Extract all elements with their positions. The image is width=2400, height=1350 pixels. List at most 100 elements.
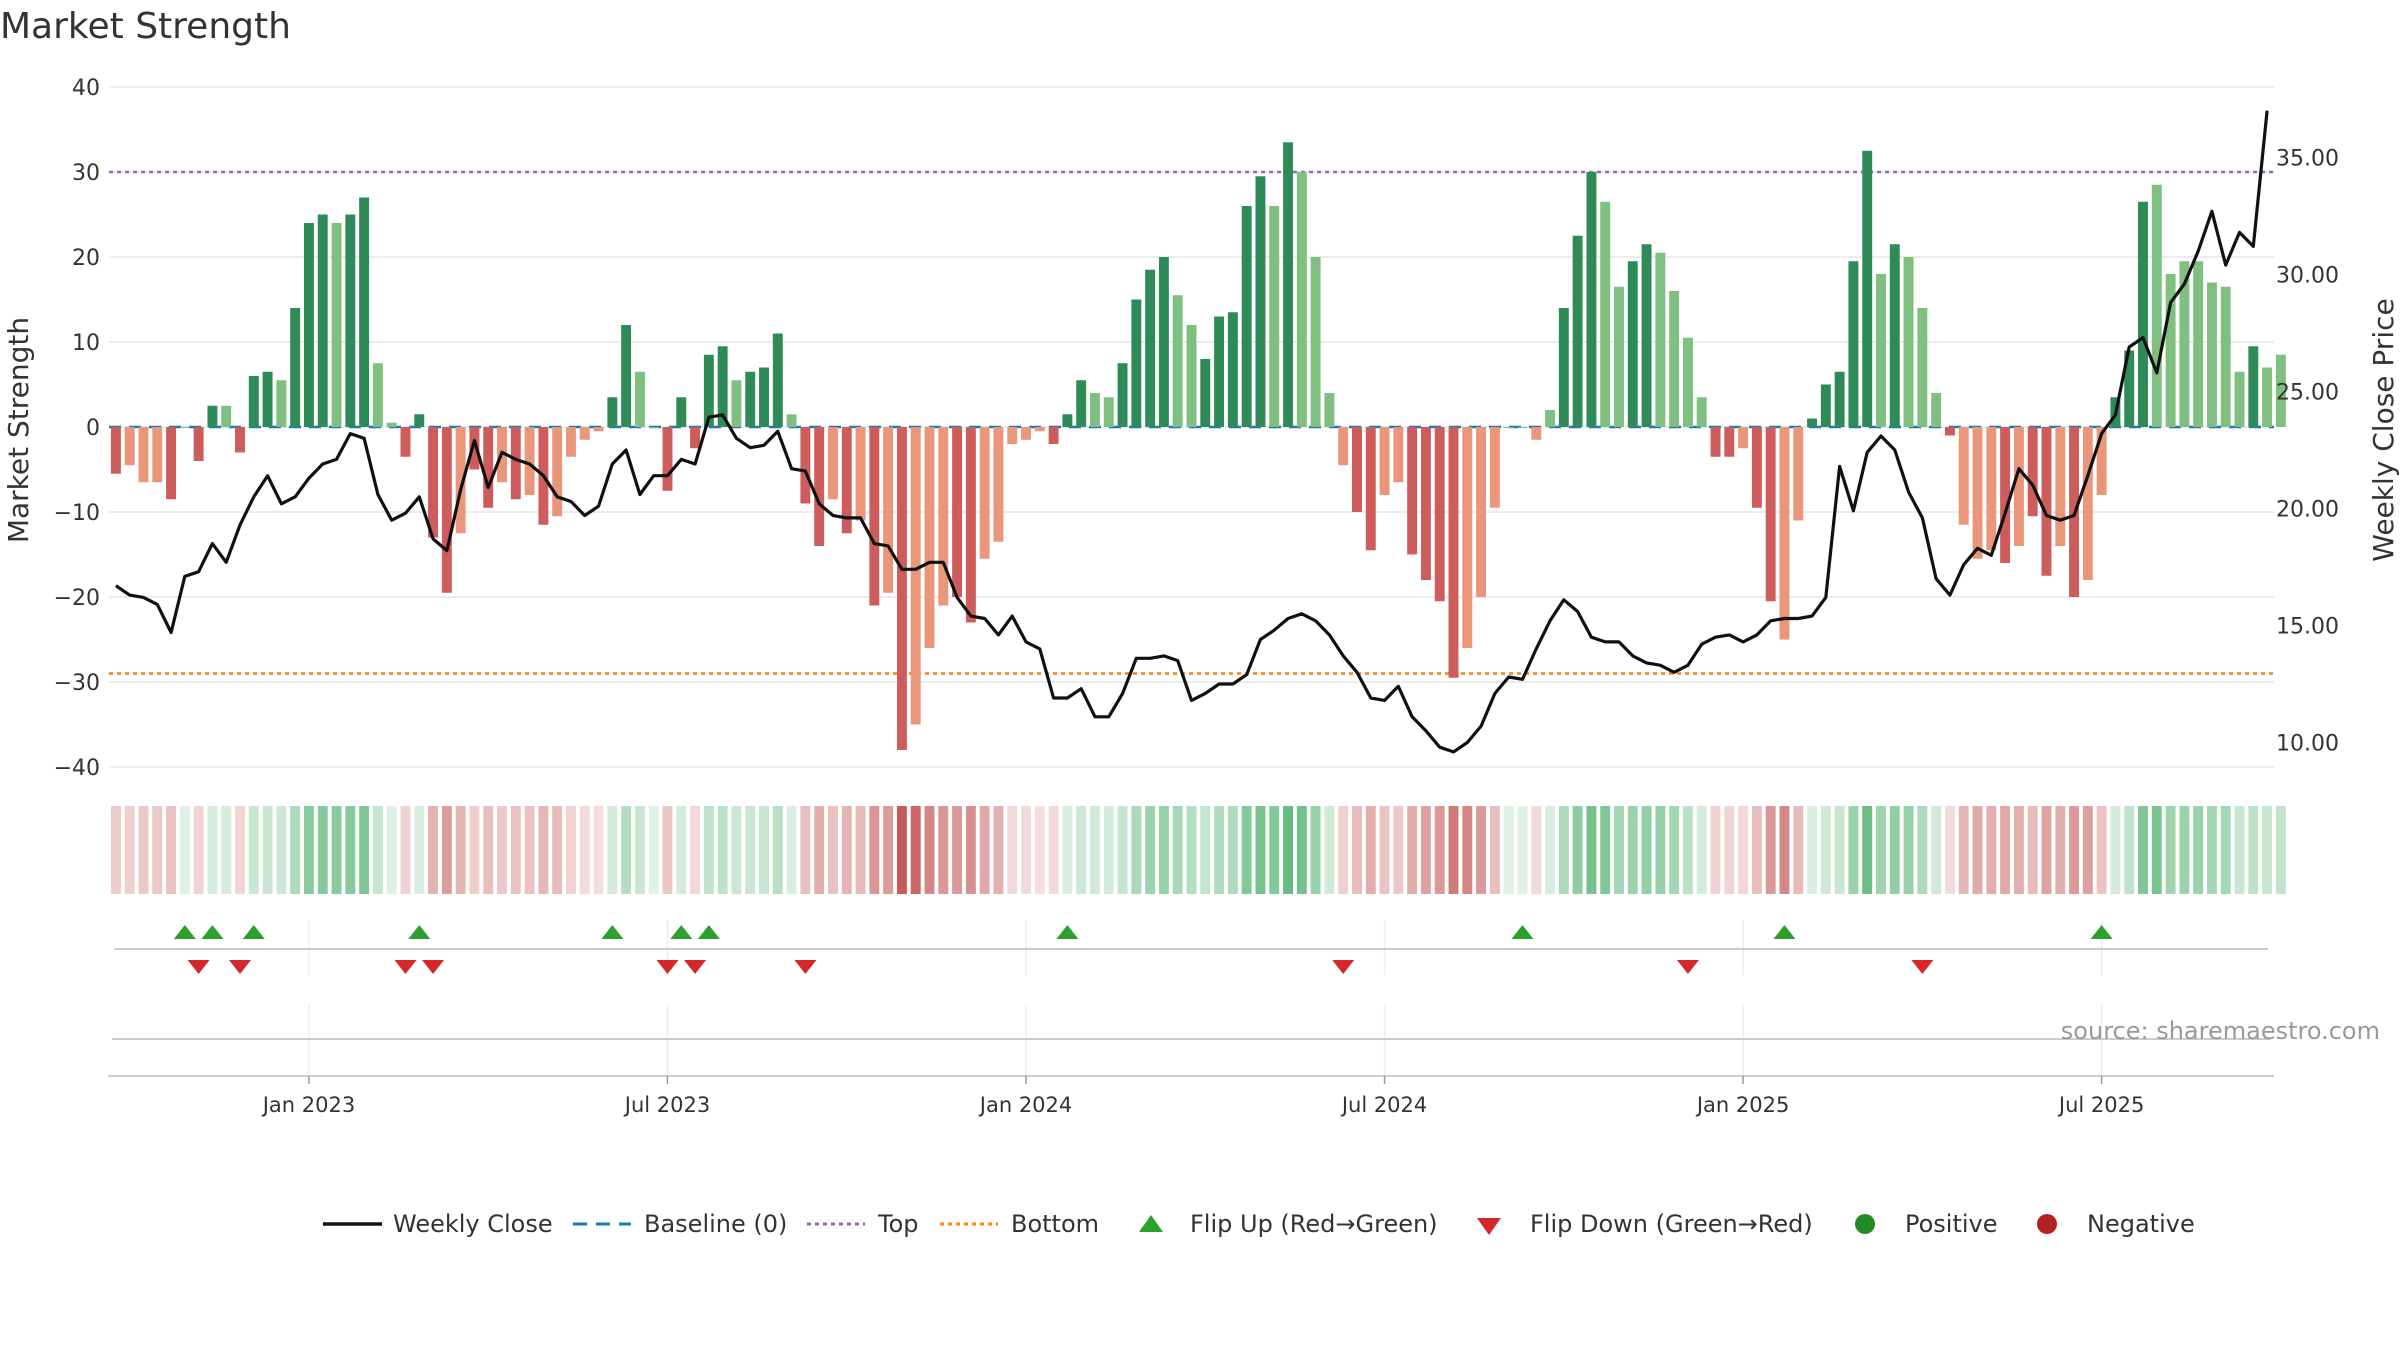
heat-cell xyxy=(1021,806,1031,894)
strength-bar xyxy=(731,380,742,427)
strength-bar xyxy=(648,427,659,428)
strength-bar xyxy=(1145,269,1156,427)
strength-bar xyxy=(2082,427,2093,580)
strength-bar xyxy=(2275,354,2286,427)
heat-cell xyxy=(1448,806,1459,894)
heat-cell xyxy=(579,806,590,894)
strength-bar xyxy=(331,223,342,427)
heat-cell xyxy=(428,806,439,894)
strength-bar xyxy=(1269,206,1280,427)
heat-cell xyxy=(290,806,301,894)
heat-cell xyxy=(1283,806,1293,894)
heat-cell xyxy=(676,806,687,894)
strength-bar xyxy=(2262,367,2273,427)
strength-bar xyxy=(1738,427,1749,449)
heat-cell xyxy=(276,806,287,894)
strength-bar xyxy=(938,427,949,606)
strength-bar xyxy=(1986,427,1997,551)
strength-bar xyxy=(1489,427,1500,508)
heat-cell xyxy=(703,806,714,894)
flip-markers-panel xyxy=(114,925,2268,974)
strength-bar xyxy=(1434,427,1445,602)
flip-up-marker xyxy=(201,925,224,939)
strength-bar xyxy=(290,308,301,427)
strength-bar xyxy=(1862,150,1873,427)
strength-bar xyxy=(359,197,370,427)
date-axis: Jan 2023 Jul 2023 Jan 2024 Jul 2024 Jan 2025… xyxy=(261,1076,2144,1117)
right-tick-label: 35.00 xyxy=(2276,147,2339,172)
strength-bar xyxy=(1103,397,1114,427)
strength-bar xyxy=(469,427,480,470)
heat-cell xyxy=(1765,806,1776,894)
chart-title: Market Strength xyxy=(0,6,291,47)
right-axis-label: Weekly Close Price xyxy=(2367,298,2400,561)
heat-cell xyxy=(110,806,121,894)
strength-bar xyxy=(1627,261,1638,427)
strength-bar xyxy=(524,427,535,495)
heat-cell xyxy=(607,806,618,894)
strength-bar xyxy=(1793,427,1804,521)
legend-label: Flip Up (Red→Green) xyxy=(1190,1210,1438,1238)
strength-bar xyxy=(207,405,218,427)
strength-bar xyxy=(124,427,135,466)
heat-cell xyxy=(1724,806,1735,894)
strength-bar xyxy=(1876,274,1886,427)
strength-bar xyxy=(1021,427,1031,440)
strength-bar xyxy=(1710,427,1721,457)
heat-cell xyxy=(1172,806,1183,894)
strength-bar xyxy=(1241,206,1252,427)
heat-cell xyxy=(2096,806,2107,894)
heat-cell xyxy=(538,806,549,894)
strength-bar xyxy=(2027,427,2038,517)
strength-bar xyxy=(1379,427,1390,495)
left-tick-label: −20 xyxy=(54,586,100,611)
strength-bar xyxy=(441,427,452,593)
heat-cell xyxy=(759,806,769,894)
heat-cell xyxy=(1889,806,1900,894)
strength-bar xyxy=(483,427,494,508)
heat-cell xyxy=(1545,806,1555,894)
strength-bar xyxy=(428,427,439,538)
heat-cell xyxy=(1779,806,1790,894)
heat-cell xyxy=(2234,806,2245,894)
strength-bar xyxy=(235,427,245,453)
strength-bar xyxy=(510,427,521,500)
strength-bar xyxy=(221,405,232,427)
strength-bar xyxy=(883,427,894,593)
heat-cell xyxy=(938,806,949,894)
heat-cell xyxy=(952,806,963,894)
heat-cell xyxy=(1420,806,1431,894)
strength-bar xyxy=(1600,201,1611,427)
strength-bar xyxy=(110,427,121,474)
heat-cell xyxy=(1241,806,1252,894)
strength-bar xyxy=(1090,393,1100,427)
left-axis-ticks: 40 30 20 10 0 −10 −20 −30 −40 xyxy=(54,76,100,781)
heat-cell xyxy=(1462,806,1473,894)
heat-cell xyxy=(1517,806,1528,894)
legend-label: Baseline (0) xyxy=(644,1210,787,1238)
heat-cell xyxy=(1007,806,1018,894)
strength-bar xyxy=(2234,371,2245,427)
strength-bar xyxy=(1324,393,1335,427)
flip-down-marker xyxy=(656,960,679,974)
strength-bar xyxy=(455,427,466,534)
heat-cell xyxy=(1103,806,1114,894)
heat-cell xyxy=(359,806,370,894)
flip-up-marker xyxy=(670,925,693,939)
heat-cell xyxy=(2165,806,2176,894)
left-tick-label: 40 xyxy=(72,76,100,101)
strength-bar xyxy=(952,427,963,597)
heat-cell xyxy=(524,806,535,894)
heat-cell xyxy=(166,806,177,894)
heat-cell xyxy=(2206,806,2217,894)
heat-cell xyxy=(2055,806,2066,894)
heat-cell xyxy=(2275,806,2286,894)
heat-cell xyxy=(1669,806,1680,894)
heat-cell xyxy=(207,806,218,894)
heat-cell xyxy=(1379,806,1390,894)
legend-label: Weekly Close xyxy=(393,1210,553,1238)
heat-cell xyxy=(1558,806,1569,894)
heat-cell xyxy=(1862,806,1873,894)
strength-bar xyxy=(152,427,163,483)
strength-bar xyxy=(1820,384,1831,427)
